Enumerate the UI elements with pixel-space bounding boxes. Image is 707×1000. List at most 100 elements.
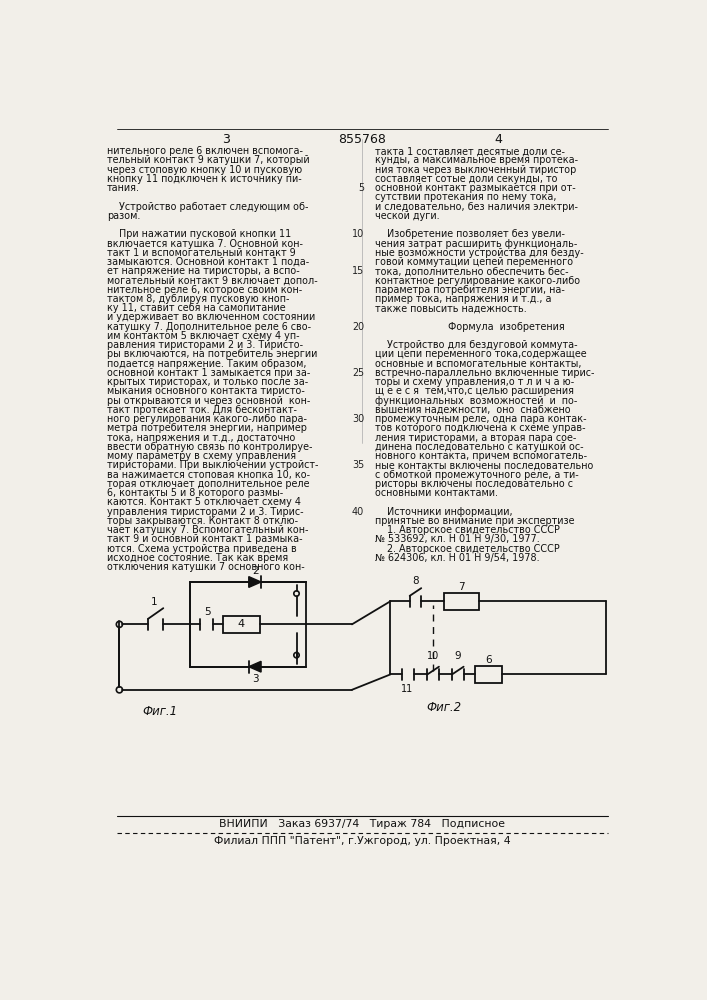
Text: тока, дополнительно обеспечить бес-: тока, дополнительно обеспечить бес-	[375, 266, 568, 276]
Text: ются. Схема устройства приведена в: ются. Схема устройства приведена в	[107, 544, 297, 554]
Text: нительного реле 6 включен вспомога-: нительного реле 6 включен вспомога-	[107, 146, 303, 156]
Text: 20: 20	[352, 322, 364, 332]
Text: ку 11, ставит себя на самопитание: ку 11, ставит себя на самопитание	[107, 303, 286, 313]
Text: функциональных  возможностей  и  по-: функциональных возможностей и по-	[375, 396, 578, 406]
Text: основными контактами.: основными контактами.	[375, 488, 498, 498]
Text: ристоры включены последовательно с: ристоры включены последовательно с	[375, 479, 573, 489]
Text: основной контакт 1 замыкается при за-: основной контакт 1 замыкается при за-	[107, 368, 310, 378]
Text: контактное регулирование какого-либо: контактное регулирование какого-либо	[375, 276, 580, 286]
Text: крытых тиристорах, и только после за-: крытых тиристорах, и только после за-	[107, 377, 308, 387]
Text: такта 1 составляет десятые доли се-: такта 1 составляет десятые доли се-	[375, 146, 565, 156]
Text: 5: 5	[358, 183, 364, 193]
Text: 11: 11	[402, 684, 414, 694]
Text: 4: 4	[238, 619, 245, 629]
Text: мыкания основного контакта тиристо-: мыкания основного контакта тиристо-	[107, 386, 305, 396]
Text: включается катушка 7. Основной кон-: включается катушка 7. Основной кон-	[107, 239, 303, 249]
Text: 25: 25	[352, 368, 364, 378]
Text: Формула  изобретения: Формула изобретения	[424, 322, 565, 332]
Text: 35: 35	[352, 460, 364, 470]
Text: 15: 15	[352, 266, 364, 276]
Text: торы и схему управления,о т л и ч а ю-: торы и схему управления,о т л и ч а ю-	[375, 377, 574, 387]
Text: такт 9 и основной контакт 1 размыка-: такт 9 и основной контакт 1 размыка-	[107, 534, 303, 544]
Text: ет напряжение на тиристоры, а вспо-: ет напряжение на тиристоры, а вспо-	[107, 266, 300, 276]
Text: Фиг.1: Фиг.1	[143, 705, 177, 718]
Text: торы закрываются. Контакт 8 отклю-: торы закрываются. Контакт 8 отклю-	[107, 516, 298, 526]
Text: с обмоткой промежуточного реле, а ти-: с обмоткой промежуточного реле, а ти-	[375, 470, 579, 480]
Text: Устройство работает следующим об-: Устройство работает следующим об-	[107, 202, 308, 212]
Bar	[475, 666, 502, 683]
Text: тиристорами. При выключении устройст-: тиристорами. При выключении устройст-	[107, 460, 319, 470]
Text: 30: 30	[352, 414, 364, 424]
Text: ления тиристорами, а вторая пара сое-: ления тиристорами, а вторая пара сое-	[375, 433, 576, 443]
Text: 2. Авторское свидетельство СССР: 2. Авторское свидетельство СССР	[375, 544, 560, 554]
Text: отключения катушки 7 основного кон-: отключения катушки 7 основного кон-	[107, 562, 305, 572]
Text: встречно-параллельно включенные тирис-: встречно-параллельно включенные тирис-	[375, 368, 595, 378]
Text: метра потребителя энергии, например: метра потребителя энергии, например	[107, 423, 307, 433]
Text: ные контакты включены последовательно: ные контакты включены последовательно	[375, 460, 593, 470]
Bar	[190, 582, 305, 667]
Text: ва нажимается стоповая кнопка 10, ко-: ва нажимается стоповая кнопка 10, ко-	[107, 470, 310, 480]
Text: ния тока через выключенный тиристор: ния тока через выключенный тиристор	[375, 165, 576, 175]
Polygon shape	[249, 577, 261, 587]
Text: 1: 1	[151, 597, 158, 607]
Text: 3: 3	[222, 133, 230, 146]
Text: 10: 10	[426, 651, 439, 661]
Text: 7: 7	[458, 582, 465, 592]
Text: Изобретение позволяет без увели-: Изобретение позволяет без увели-	[375, 229, 565, 239]
Text: динена последовательно с катушкой ос-: динена последовательно с катушкой ос-	[375, 442, 584, 452]
Bar	[444, 593, 479, 610]
Text: через стоповую кнопку 10 и пусковую: через стоповую кнопку 10 и пусковую	[107, 165, 303, 175]
Text: Устройство для бездуговой коммута-: Устройство для бездуговой коммута-	[375, 340, 578, 350]
Text: вышения надежности,  оно  снабжено: вышения надежности, оно снабжено	[375, 405, 571, 415]
Text: ческой дуги.: ческой дуги.	[375, 211, 440, 221]
Text: ного регулирования какого-либо пара-: ного регулирования какого-либо пара-	[107, 414, 307, 424]
Text: пример тока, напряжения и т.д., а: пример тока, напряжения и т.д., а	[375, 294, 551, 304]
Text: промежуточным реле, одна пара контак-: промежуточным реле, одна пара контак-	[375, 414, 587, 424]
Text: управления тиристорами 2 и 3. Тирис-: управления тиристорами 2 и 3. Тирис-	[107, 507, 304, 517]
Text: тов которого подключена к схеме управ-: тов которого подключена к схеме управ-	[375, 423, 585, 433]
Text: им контактом 5 включает схему 4 уп-: им контактом 5 включает схему 4 уп-	[107, 331, 300, 341]
Text: 2: 2	[252, 566, 259, 576]
Text: 10: 10	[352, 229, 364, 239]
Text: Фиг.2: Фиг.2	[427, 701, 462, 714]
Text: катушку 7. Дополнительное реле 6 сво-: катушку 7. Дополнительное реле 6 сво-	[107, 322, 311, 332]
Text: 3: 3	[252, 674, 259, 684]
Text: равления тиристорами 2 и 3. Тиристо-: равления тиристорами 2 и 3. Тиристо-	[107, 340, 303, 350]
Text: № 533692, кл. Н 01 Н 9/30, 1977.: № 533692, кл. Н 01 Н 9/30, 1977.	[375, 534, 539, 544]
Text: также повысить надежность.: также повысить надежность.	[375, 303, 527, 313]
Text: говой коммутации цепей переменного: говой коммутации цепей переменного	[375, 257, 573, 267]
Text: тания.: тания.	[107, 183, 140, 193]
Text: параметра потребителя энергии, на-: параметра потребителя энергии, на-	[375, 285, 565, 295]
Text: 4: 4	[494, 133, 502, 146]
Text: замыкаются. Основной контакт 1 пода-: замыкаются. Основной контакт 1 пода-	[107, 257, 310, 267]
Text: ВНИИПИ   Заказ 6937/74   Тираж 784   Подписное: ВНИИПИ Заказ 6937/74 Тираж 784 Подписное	[219, 819, 505, 829]
Polygon shape	[249, 661, 261, 672]
Text: каются. Контакт 5 отключает схему 4: каются. Контакт 5 отключает схему 4	[107, 497, 301, 507]
Text: ции цепи переменного тока,содержащее: ции цепи переменного тока,содержащее	[375, 349, 587, 359]
Text: тактом 8, дублируя пусковую кноп-: тактом 8, дублируя пусковую кноп-	[107, 294, 290, 304]
Text: 6, контакты 5 и 8 которого размы-: 6, контакты 5 и 8 которого размы-	[107, 488, 284, 498]
Text: принятые во внимание при экспертизе: принятые во внимание при экспертизе	[375, 516, 575, 526]
Text: При нажатии пусковой кнопки 11: При нажатии пусковой кнопки 11	[107, 229, 291, 239]
Text: Источники информации,: Источники информации,	[375, 507, 513, 517]
Text: подается напряжение. Таким образом,: подается напряжение. Таким образом,	[107, 359, 307, 369]
Text: ввести обратную связь по контролируе-: ввести обратную связь по контролируе-	[107, 442, 312, 452]
Text: ные возможности устройства для безду-: ные возможности устройства для безду-	[375, 248, 584, 258]
Text: мому параметру в схему управления: мому параметру в схему управления	[107, 451, 296, 461]
Text: тока, напряжения и т.д., достаточно: тока, напряжения и т.д., достаточно	[107, 433, 296, 443]
Text: новного контакта, причем вспомогатель-: новного контакта, причем вспомогатель-	[375, 451, 588, 461]
Text: составляет сотые доли секунды, то: составляет сотые доли секунды, то	[375, 174, 558, 184]
Text: ры включаются, на потребитель энергии: ры включаются, на потребитель энергии	[107, 349, 317, 359]
Text: основной контакт размыкается при от-: основной контакт размыкается при от-	[375, 183, 575, 193]
Bar	[223, 616, 259, 633]
Text: могательный контакт 9 включает допол-: могательный контакт 9 включает допол-	[107, 276, 318, 286]
Text: Филиал ППП "Патент", г.Ужгород, ул. Проектная, 4: Филиал ППП "Патент", г.Ужгород, ул. Прое…	[214, 836, 510, 846]
Text: 1. Авторское свидетельство СССР: 1. Авторское свидетельство СССР	[375, 525, 560, 535]
Text: такт протекает ток. Для бесконтакт-: такт протекает ток. Для бесконтакт-	[107, 405, 297, 415]
Text: ры открываются и через основной  кон-: ры открываются и через основной кон-	[107, 396, 310, 406]
Text: 6: 6	[485, 655, 492, 665]
Text: 8: 8	[411, 576, 419, 586]
Text: и следовательно, без наличия электри-: и следовательно, без наличия электри-	[375, 202, 578, 212]
Text: кунды, а максимальное время протека-: кунды, а максимальное время протека-	[375, 155, 578, 165]
Text: кнопку 11 подключен к источнику пи-: кнопку 11 подключен к источнику пи-	[107, 174, 302, 184]
